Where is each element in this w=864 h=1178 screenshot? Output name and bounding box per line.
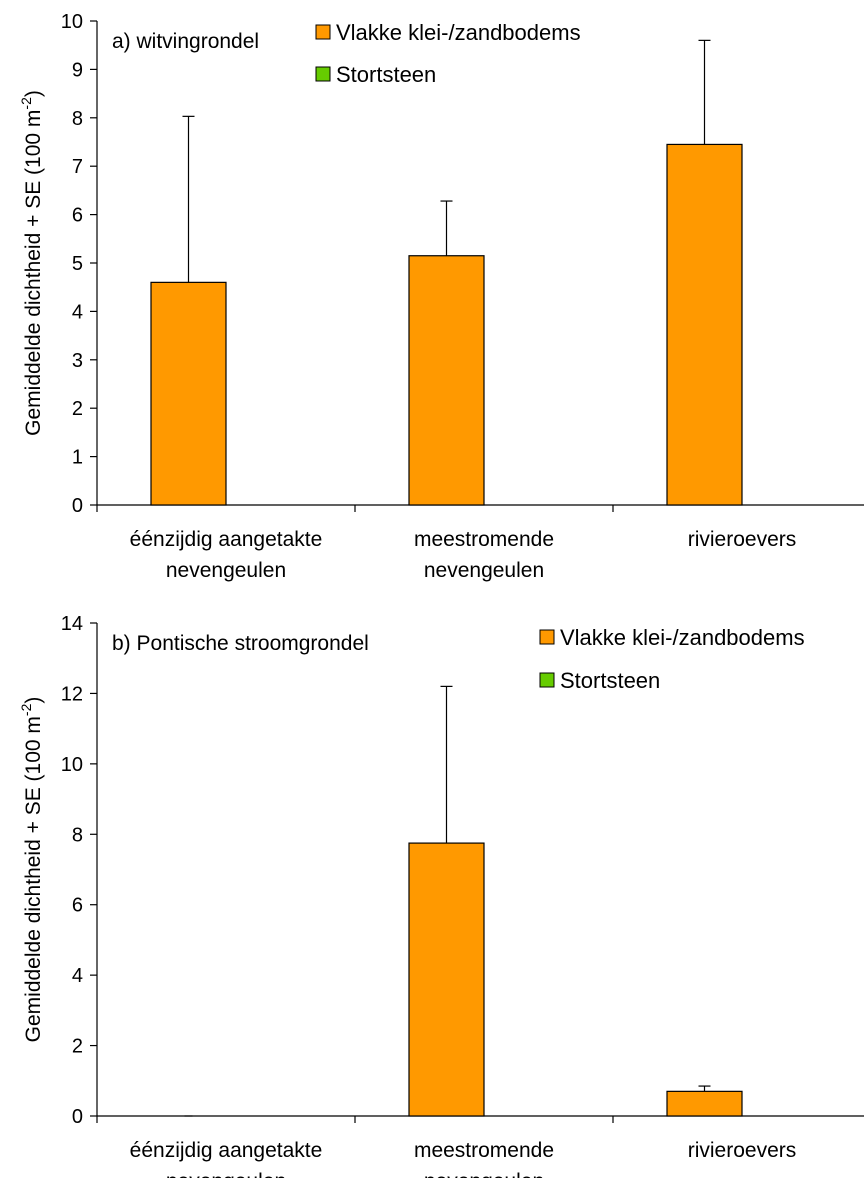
x-category-label: éénzijdig aangetakte (130, 528, 323, 551)
y-tick-label: 1 (72, 447, 83, 469)
y-tick-label: 5 (72, 253, 83, 275)
legend-label: Stortsteen (336, 62, 436, 87)
x-category-label: nevengeulen (166, 559, 286, 582)
chart-panel-b: 0 2 4 6 8 10 12 14 éénzijdig aangetakte nevengeul… (18, 613, 864, 1178)
y-tick-label: 6 (72, 205, 83, 227)
y-tick-label: 9 (72, 59, 83, 81)
x-category-label: meestromende (414, 1139, 554, 1162)
x-category-label: nevengeulen (424, 1170, 544, 1178)
legend-swatch (539, 672, 555, 688)
x-category-label: rivieroevers (688, 528, 797, 551)
bar (408, 255, 485, 506)
y-tick-label: 10 (61, 11, 83, 33)
y-axis-title: Gemiddelde dichtheid + SE (100 m-2) (18, 90, 45, 436)
y-tick-label: 7 (72, 156, 83, 178)
panel-title: a) witvingrondel (112, 30, 259, 53)
y-tick-label: 14 (61, 613, 83, 635)
x-category-label: nevengeulen (166, 1170, 286, 1178)
legend-label: Vlakke klei-/zandbodems (336, 20, 581, 45)
bar (666, 143, 743, 506)
x-category-label: éénzijdig aangetakte (130, 1139, 323, 1162)
y-tick-label: 2 (72, 1036, 83, 1058)
bar (666, 1090, 743, 1117)
legend-swatch (539, 629, 555, 645)
y-tick-label: 4 (72, 965, 83, 987)
y-tick-label: 6 (72, 895, 83, 917)
bar (408, 842, 485, 1117)
chart-panel-a: 0 1 2 3 4 5 6 7 8 9 10 éénzijdig aangetakte nevengeu… (18, 11, 864, 582)
y-tick-label: 0 (72, 495, 83, 517)
legend-swatch (315, 66, 331, 82)
x-category-label: nevengeulen (424, 559, 544, 582)
y-tick-label: 12 (61, 683, 83, 705)
bar (150, 281, 227, 506)
legend-label: Vlakke klei-/zandbodems (560, 625, 805, 650)
y-tick-label: 2 (72, 398, 83, 420)
y-axis-title: Gemiddelde dichtheid + SE (100 m-2) (18, 697, 45, 1043)
y-tick-label: 3 (72, 350, 83, 372)
legend-label: Stortsteen (560, 668, 660, 693)
y-tick-label: 8 (72, 108, 83, 130)
y-tick-label: 4 (72, 301, 83, 323)
x-category-label: rivieroevers (688, 1139, 797, 1162)
panel-title: b) Pontische stroomgrondel (112, 632, 369, 655)
legend-swatch (315, 24, 331, 40)
y-tick-label: 0 (72, 1106, 83, 1128)
y-tick-label: 10 (61, 754, 83, 776)
x-category-label: meestromende (414, 528, 554, 551)
y-tick-label: 8 (72, 824, 83, 846)
